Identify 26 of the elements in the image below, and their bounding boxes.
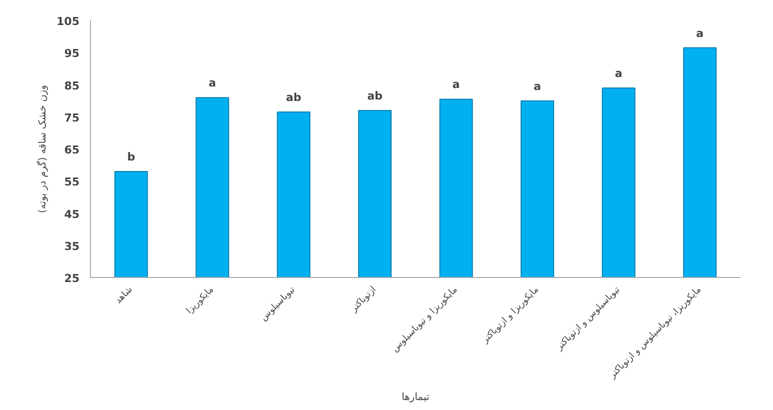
x-axis-title: تیمارها [402, 392, 430, 403]
annotation: a [208, 76, 216, 90]
x-tick-label: مایکوریزا و ازتوباکتر [480, 284, 542, 346]
annotation: b [127, 150, 136, 164]
y-tick-label: 105 [56, 15, 80, 28]
annotation: a [614, 66, 622, 80]
annotation: ab [286, 91, 302, 104]
y-tick-label: 85 [64, 79, 80, 92]
annotation: ab [367, 89, 383, 102]
annotation: a [696, 26, 704, 40]
y-tick-label: 25 [64, 272, 80, 285]
annotation: a [534, 80, 542, 93]
y-tick-label: 45 [64, 208, 80, 221]
y-tick-label: 35 [64, 240, 80, 253]
x-tick-label: ازتوباکتر [348, 284, 378, 315]
x-tick-label: شاهد [114, 284, 135, 306]
y-tick-label: 65 [64, 144, 80, 156]
x-tick-label: تیوباسیلوس و ازتوباکتر [554, 284, 623, 354]
y-tick-label: 55 [64, 176, 80, 189]
x-tick-label: مایکوریزا و تیوباسیلوس [390, 284, 460, 354]
y-tick-label: 95 [64, 47, 80, 60]
annotation: a [452, 78, 460, 92]
x-tick-label: مایکوریزا [184, 284, 216, 316]
y-axis-title: وزن خشک ساقه (گرم در بوته) [36, 84, 49, 214]
x-tick-label: تیوباسیلوس [258, 284, 298, 324]
y-tick-label: 75 [64, 111, 80, 124]
